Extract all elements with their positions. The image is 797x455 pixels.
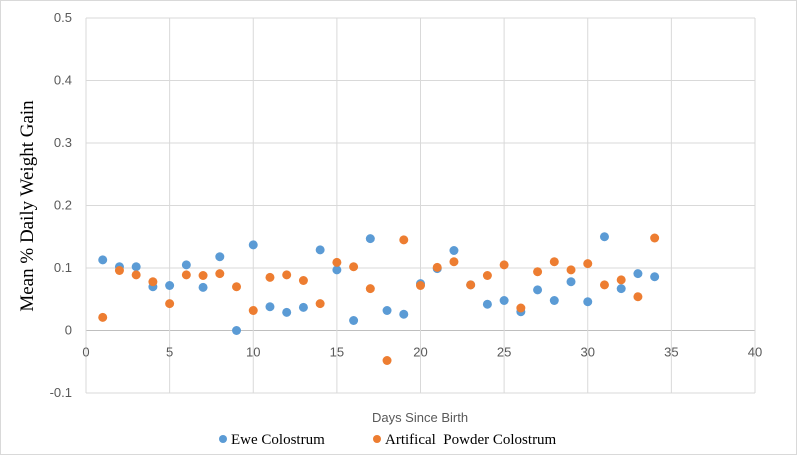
y-tick-label: 0 <box>65 323 72 338</box>
ewe-colostrum-point <box>232 326 242 335</box>
ewe-colostrum-point <box>298 302 308 312</box>
ewe-colostrum-point <box>365 234 375 244</box>
powder-colostrum-point <box>449 257 459 267</box>
x-tick-label: 5 <box>166 345 173 360</box>
powder-colostrum-point <box>566 265 576 275</box>
powder-colostrum-point <box>482 271 492 280</box>
powder-colostrum-point <box>282 270 292 280</box>
powder-colostrum-point <box>215 269 225 279</box>
ewe-colostrum-point <box>399 309 409 319</box>
powder-colostrum-point <box>165 299 175 309</box>
x-tick-label: 0 <box>82 345 89 360</box>
powder-colostrum-point <box>466 280 476 290</box>
ewe-colostrum-point <box>449 246 459 255</box>
powder-colostrum-point <box>499 260 509 270</box>
powder-colostrum-point <box>265 272 275 282</box>
ewe-colostrum-point <box>566 277 576 287</box>
x-tick-label: 40 <box>748 345 762 360</box>
legend-label-ewe: Ewe Colostrum <box>231 432 325 448</box>
y-tick-label: 0.2 <box>54 198 72 213</box>
ewe-colostrum-point <box>265 302 275 312</box>
powder-colostrum-point <box>131 270 141 280</box>
powder-colostrum-point <box>599 280 609 290</box>
powder-colostrum-point <box>198 271 208 280</box>
ewe-colostrum-point <box>131 262 141 272</box>
ewe-colostrum-point <box>482 299 492 309</box>
powder-colostrum-point <box>181 270 191 280</box>
powder-colostrum-point <box>148 277 158 287</box>
powder-colostrum-point <box>583 259 593 269</box>
powder-colostrum-point <box>533 267 543 277</box>
legend-marker-powder <box>373 435 381 443</box>
ewe-colostrum-point <box>282 307 292 317</box>
ewe-colostrum-point <box>549 296 559 305</box>
x-tick-label: 30 <box>581 345 595 360</box>
ewe-colostrum-point <box>98 255 108 265</box>
x-tick-label: 35 <box>664 345 678 360</box>
ewe-colostrum-point <box>181 260 191 270</box>
powder-colostrum-point <box>298 276 308 285</box>
y-axis-title: Mean % Daily Weight Gain <box>17 100 38 312</box>
ewe-colostrum-point <box>198 282 208 292</box>
x-tick-label: 25 <box>497 345 511 360</box>
legend-marker-ewe <box>219 435 227 443</box>
x-tick-label: 10 <box>246 345 260 360</box>
ewe-colostrum-point <box>533 285 543 295</box>
x-axis-title: Days Since Birth <box>372 410 468 425</box>
powder-colostrum-point <box>399 235 409 245</box>
y-tick-label: -0.1 <box>50 385 72 400</box>
ewe-colostrum-point <box>332 265 342 275</box>
y-tick-label: 0.4 <box>54 73 72 88</box>
powder-colostrum-point <box>382 356 392 365</box>
powder-colostrum-point <box>349 262 359 272</box>
powder-colostrum-point <box>248 306 258 315</box>
powder-colostrum-point <box>232 282 242 292</box>
x-tick-label: 20 <box>413 345 427 360</box>
ewe-colostrum-point <box>650 272 660 282</box>
ewe-colostrum-point <box>599 232 609 242</box>
ewe-colostrum-point <box>616 284 626 294</box>
ewe-colostrum-point <box>583 297 593 307</box>
ewe-colostrum-point <box>382 306 392 315</box>
y-tick-label: 0.5 <box>54 10 72 25</box>
ewe-colostrum-point <box>349 316 359 325</box>
ewe-colostrum-point <box>315 245 325 255</box>
y-tick-label: 0.3 <box>54 135 72 150</box>
ewe-colostrum-point <box>165 281 175 290</box>
ewe-colostrum-point <box>248 240 258 250</box>
powder-colostrum-point <box>633 292 643 302</box>
powder-colostrum-point <box>549 257 559 267</box>
x-tick-label: 15 <box>330 345 344 360</box>
legend: Ewe Colostrum Artifical Powder Colostrum <box>219 432 557 448</box>
powder-colostrum-point <box>114 266 124 275</box>
ewe-colostrum-point <box>499 296 509 305</box>
powder-colostrum-point <box>650 233 660 243</box>
powder-colostrum-point <box>516 303 526 313</box>
legend-label-powder: Artifical Powder Colostrum <box>385 432 557 448</box>
powder-colostrum-point <box>332 257 342 267</box>
powder-colostrum-point <box>616 275 626 285</box>
ewe-colostrum-point <box>215 252 225 262</box>
y-tick-label: 0.1 <box>54 260 72 275</box>
powder-colostrum-point <box>315 299 325 309</box>
powder-colostrum-point <box>416 281 425 290</box>
powder-colostrum-point <box>98 312 108 322</box>
powder-colostrum-point <box>365 284 375 294</box>
powder-colostrum-point <box>432 262 442 272</box>
ewe-colostrum-point <box>633 269 643 279</box>
